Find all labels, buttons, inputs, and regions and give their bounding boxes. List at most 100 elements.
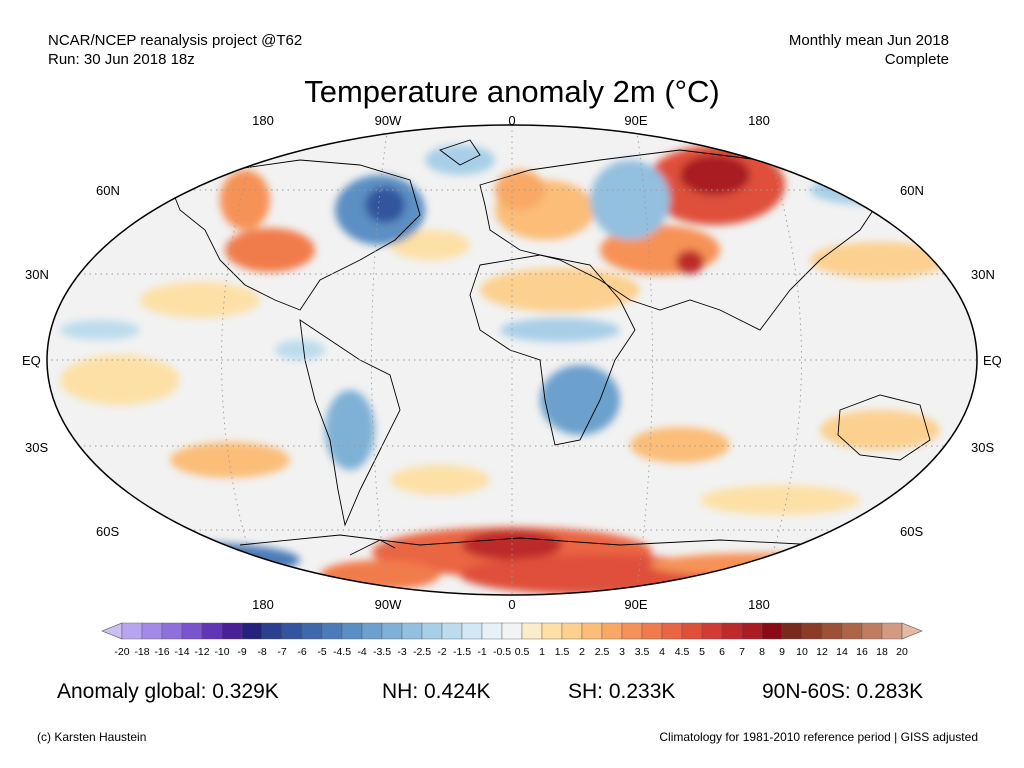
colorbar-swatch [861, 622, 883, 640]
colorbar-tick-label: 1.5 [554, 646, 570, 658]
colorbar-tick-label: 10 [796, 646, 808, 658]
colorbar-tick-label: 14 [836, 646, 848, 658]
colorbar-swatch [261, 622, 283, 640]
colorbar-tick-label: 2.5 [594, 646, 610, 658]
colorbar-tick-label: 9 [779, 646, 785, 658]
colorbar-swatch [821, 622, 843, 640]
climatology-note: Climatology for 1981-2010 reference peri… [659, 730, 978, 744]
colorbar-swatch [701, 622, 723, 640]
colorbar-labels: -20 -18 -16 -14 -12 -10 -9 -8 -7 -6 -5 -4.5 -4 -3.5 -3… [0, 646, 1024, 660]
lon-label-bottom: 180 [252, 597, 274, 612]
lat-label-right: 30S [971, 440, 995, 455]
arctic-anomaly: 90N-60S: 0.283K [762, 680, 924, 703]
colorbar-tick-label: -4.5 [332, 646, 352, 658]
colorbar-swatch [121, 622, 143, 640]
colorbar-max-arrow [901, 622, 923, 640]
colorbar-swatch [601, 622, 623, 640]
colorbar-tick-label: -5 [317, 646, 327, 658]
run-label: Run: 30 Jun 2018 18z [48, 51, 195, 68]
colorbar-swatch [801, 622, 823, 640]
lon-label-top: 180 [252, 113, 274, 128]
colorbar-tick-label: -9 [237, 646, 247, 658]
colorbar-tick-label: 4.5 [674, 646, 690, 658]
colorbar-tick-label: -16 [154, 646, 170, 658]
colorbar-tick-label: 6 [719, 646, 725, 658]
colorbar-tick-label: 4 [659, 646, 665, 658]
colorbar-swatch [221, 622, 243, 640]
lon-label-bottom: 180 [748, 597, 770, 612]
colorbar-swatch [621, 622, 643, 640]
colorbar-swatch [381, 622, 403, 640]
colorbar-tick-label: -12 [194, 646, 210, 658]
colorbar-tick-label: 1 [539, 646, 545, 658]
colorbar-swatch [881, 622, 903, 640]
map-title: Temperature anomaly 2m (°C) [304, 74, 720, 109]
colorbar-swatch [341, 622, 363, 640]
colorbar-tick-label: 3 [619, 646, 625, 658]
lat-label-right: EQ [983, 353, 1002, 368]
colorbar-swatch [241, 622, 263, 640]
colorbar-swatch [461, 622, 483, 640]
lat-label-right: 30N [971, 267, 995, 282]
colorbar-tick-label: 5 [699, 646, 705, 658]
colorbar-swatch [661, 622, 683, 640]
colorbar-tick-label: -3.5 [372, 646, 392, 658]
lat-label-right: 60S [900, 524, 924, 539]
colorbar-tick-label: -2.5 [412, 646, 432, 658]
colorbar-swatch [681, 622, 703, 640]
colorbar-swatch [781, 622, 803, 640]
status-label: Complete [884, 51, 949, 68]
lat-label-left: EQ [22, 353, 41, 368]
colorbar-tick-label: -2 [437, 646, 447, 658]
colorbar-tick-label: 8 [759, 646, 765, 658]
colorbar-tick-label: -8 [257, 646, 267, 658]
colorbar-swatch [841, 622, 863, 640]
colorbar-swatch [761, 622, 783, 640]
lon-label-bottom: 90E [624, 597, 648, 612]
colorbar-tick-label: 0.5 [514, 646, 530, 658]
colorbar-swatch [141, 622, 163, 640]
colorbar-tick-label: -18 [134, 646, 150, 658]
colorbar-swatch [201, 622, 223, 640]
colorbar-tick-label: -3 [397, 646, 407, 658]
colorbar-tick-label: 12 [816, 646, 828, 658]
colorbar-tick-label: 20 [896, 646, 908, 658]
lat-label-left: 60S [96, 524, 120, 539]
colorbar-swatch [321, 622, 343, 640]
lon-label-top: 180 [748, 113, 770, 128]
colorbar-swatch [521, 622, 543, 640]
credit: (c) Karsten Haustein [37, 730, 147, 744]
global-anomaly: Anomaly global: 0.329K [57, 680, 279, 703]
colorbar [101, 622, 923, 640]
lon-label-bottom: 0 [508, 597, 516, 612]
nh-anomaly: NH: 0.424K [382, 680, 491, 703]
lat-label-left: 30S [25, 440, 49, 455]
colorbar-min-arrow [101, 622, 123, 640]
colorbar-tick-label: 7 [739, 646, 745, 658]
colorbar-swatch [401, 622, 423, 640]
lon-label-top: 90W [374, 113, 402, 128]
colorbar-tick-label: -20 [114, 646, 130, 658]
colorbar-tick-label: 3.5 [634, 646, 650, 658]
sh-anomaly: SH: 0.233K [568, 680, 676, 703]
colorbar-swatch [541, 622, 563, 640]
colorbar-tick-label: 18 [876, 646, 888, 658]
colorbar-tick-label: -14 [174, 646, 190, 658]
lat-label-left: 30N [25, 267, 49, 282]
colorbar-swatch [361, 622, 383, 640]
colorbar-swatch [741, 622, 763, 640]
colorbar-swatch [441, 622, 463, 640]
colorbar-tick-label: -10 [214, 646, 230, 658]
colorbar-swatch [641, 622, 663, 640]
colorbar-tick-label: -1 [477, 646, 487, 658]
colorbar-swatch [421, 622, 443, 640]
colorbar-swatch [481, 622, 503, 640]
colorbar-swatch [561, 622, 583, 640]
colorbar-tick-label: -1.5 [452, 646, 472, 658]
lat-label-right: 60N [900, 183, 924, 198]
period-label: Monthly mean Jun 2018 [788, 32, 949, 49]
lat-label-left: 60N [96, 183, 120, 198]
lon-label-bottom: 90W [374, 597, 402, 612]
colorbar-swatch [721, 622, 743, 640]
